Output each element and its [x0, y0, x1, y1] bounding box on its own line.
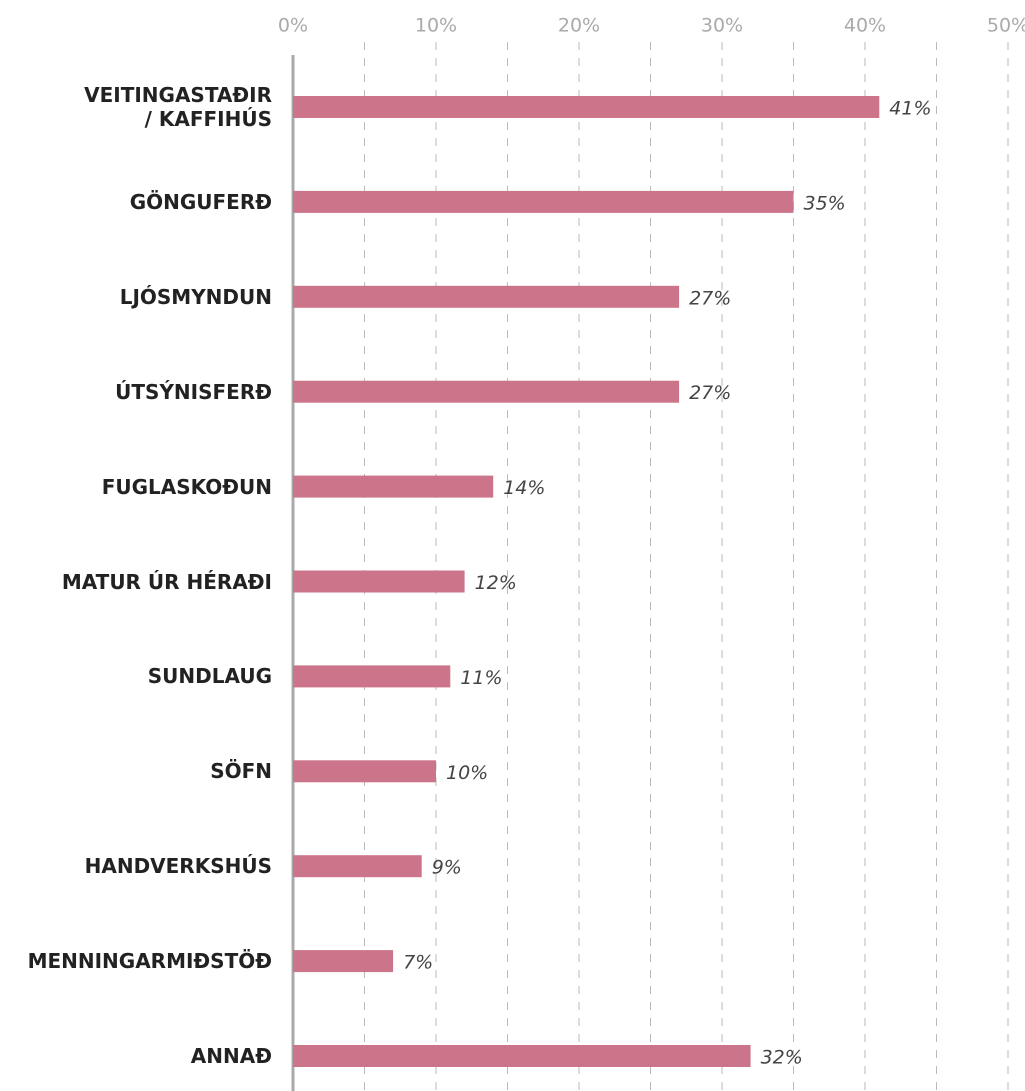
x-tick-label: 10% — [415, 15, 457, 37]
value-label: 11% — [460, 667, 502, 689]
category-label: MENNINGARMIÐSTÖÐ — [27, 949, 272, 974]
category-label: FUGLASKOÐUN — [101, 474, 272, 499]
x-tick-label: 30% — [701, 15, 743, 37]
bar — [293, 380, 680, 403]
bar — [293, 285, 680, 308]
category-label: VEITINGASTAÐIR / KAFFIHÚS — [84, 83, 272, 131]
value-label: 7% — [403, 952, 433, 974]
value-label: 35% — [804, 192, 846, 214]
bar — [293, 96, 880, 118]
x-tick-label: 40% — [844, 15, 886, 37]
category-label: LJÓSMYNDUN — [119, 284, 272, 309]
value-label: 12% — [475, 572, 517, 594]
category-label: MATUR ÚR HÉRAÐI — [61, 569, 272, 594]
value-label: 27% — [689, 382, 731, 404]
x-tick-label: 20% — [558, 15, 600, 37]
bar — [293, 760, 436, 783]
bar — [293, 950, 394, 973]
value-label: 41% — [889, 98, 931, 120]
category-label: ÚTSÝNISFERÐ — [115, 379, 272, 404]
x-tick-label: 50% — [987, 15, 1025, 37]
x-tick-label: 0% — [278, 15, 308, 37]
value-label: 27% — [689, 287, 731, 309]
bar — [293, 855, 422, 878]
category-label: ANNAÐ — [190, 1044, 272, 1068]
value-label: 32% — [761, 1047, 803, 1069]
bar — [293, 1045, 751, 1067]
bar — [293, 190, 794, 213]
category-label: HANDVERKSHÚS — [84, 854, 272, 879]
value-label: 9% — [432, 857, 462, 879]
value-label: 14% — [503, 477, 545, 499]
bar — [293, 475, 494, 498]
bar — [293, 665, 451, 688]
value-label: 10% — [446, 762, 488, 784]
category-label: SUNDLAUG — [147, 664, 272, 689]
category-label: SÖFN — [210, 759, 272, 784]
category-label: GÖNGUFERÐ — [129, 189, 272, 214]
bar — [293, 570, 465, 593]
